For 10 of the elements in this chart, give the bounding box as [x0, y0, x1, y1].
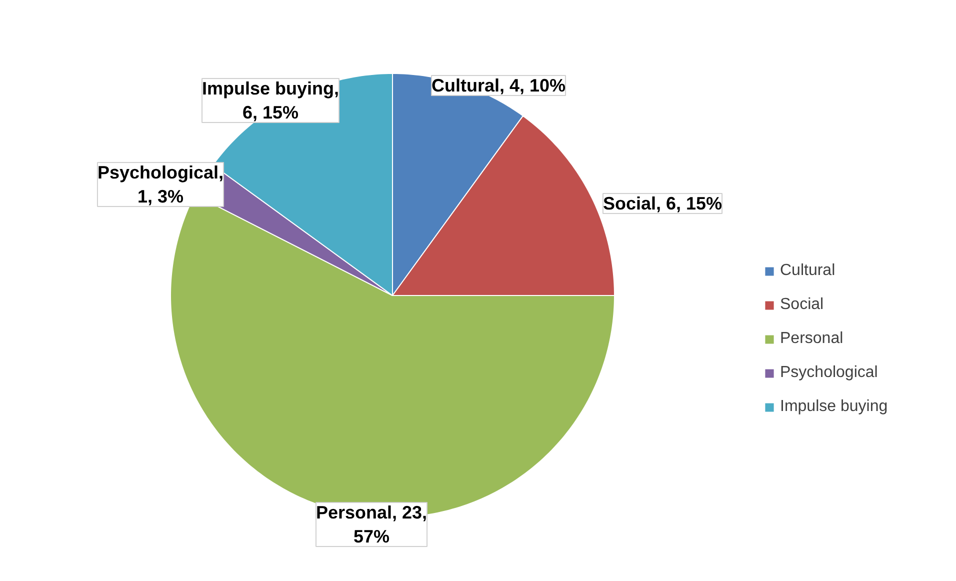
data-label: Psychological, 1, 3%	[97, 162, 224, 206]
data-label: Cultural, 4, 10%	[431, 76, 566, 96]
legend-label: Psychological	[780, 364, 878, 382]
data-label: Social, 6, 15%	[602, 194, 722, 214]
legend-label: Impulse buying	[780, 398, 888, 416]
legend-label: Social	[780, 296, 824, 314]
legend-label: Cultural	[780, 262, 836, 280]
data-label: Impulse buying, 6, 15%	[202, 78, 340, 122]
data-label: Personal, 23, 57%	[316, 502, 428, 546]
legend-label: Personal	[780, 330, 844, 348]
